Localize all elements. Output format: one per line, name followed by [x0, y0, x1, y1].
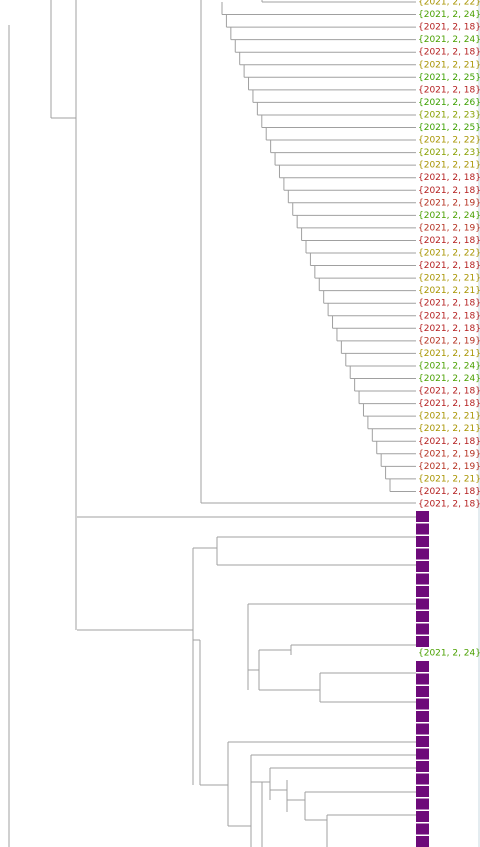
leaf-label: {2021, 2, 24}: [418, 361, 480, 371]
leaf-label: {2021, 2, 18}: [418, 261, 480, 271]
leaf-label: {2021, 2, 21}: [418, 412, 480, 422]
leaf-label: {2021, 2, 21}: [418, 161, 480, 171]
leaf-box: [416, 586, 429, 597]
leaf-label: {2021, 2, 21}: [418, 286, 480, 296]
leaf-box: [416, 748, 429, 760]
leaf-box: [416, 573, 429, 585]
leaf-box: [416, 723, 429, 735]
leaf-box: [416, 711, 429, 722]
leaf-label: {2021, 2, 22}: [418, 0, 480, 8]
leaf-box: [416, 548, 429, 560]
leaf-labels: {2021, 2, 22} {2021, 2, 24} {2021, 2, 18} {…: [418, 0, 480, 659]
leaf-label: {2021, 2, 25}: [418, 73, 480, 83]
leaf-label: {2021, 2, 18}: [418, 236, 480, 246]
leaf-label: {2021, 2, 23}: [418, 148, 480, 158]
leaf-label: {2021, 2, 18}: [418, 186, 480, 196]
leaf-label: {2021, 2, 25}: [418, 123, 480, 133]
leaf-boxes: [416, 511, 429, 847]
leaf-box: [416, 673, 429, 685]
leaf-label: {2021, 2, 18}: [418, 48, 480, 58]
leaf-label: {2021, 2, 19}: [418, 198, 480, 208]
leaf-label: {2021, 2, 21}: [418, 60, 480, 70]
leaf-box: [416, 773, 429, 785]
leaf-label: {2021, 2, 21}: [418, 274, 480, 284]
leaf-label: {2021, 2, 19}: [418, 449, 480, 459]
leaf-label: {2021, 2, 18}: [418, 85, 480, 95]
leaf-label: {2021, 2, 24}: [418, 649, 480, 659]
leaf-label: {2021, 2, 22}: [418, 136, 480, 146]
leaf-box: [416, 836, 429, 847]
leaf-label: {2021, 2, 19}: [418, 223, 480, 233]
leaf-box: [416, 686, 429, 697]
leaf-box: [416, 636, 429, 647]
leaf-label: {2021, 2, 21}: [418, 474, 480, 484]
leaf-label: {2021, 2, 18}: [418, 399, 480, 409]
leaf-label: {2021, 2, 24}: [418, 211, 480, 221]
leaf-label: {2021, 2, 18}: [418, 299, 480, 309]
leaf-label: {2021, 2, 21}: [418, 349, 480, 359]
leaf-label: {2021, 2, 18}: [418, 23, 480, 33]
leaf-label: {2021, 2, 24}: [418, 374, 480, 384]
leaf-box: [416, 811, 429, 822]
leaf-box: [416, 523, 429, 535]
leaf-label: {2021, 2, 22}: [418, 249, 480, 259]
leaf-box: [416, 786, 429, 797]
leaf-label: {2021, 2, 18}: [418, 487, 480, 497]
leaf-label: {2021, 2, 18}: [418, 324, 480, 334]
leaf-box: [416, 798, 429, 810]
leaf-box: [416, 611, 429, 622]
leaf-label: {2021, 2, 19}: [418, 336, 480, 346]
leaf-box: [416, 536, 429, 547]
leaf-box: [416, 561, 429, 572]
leaf-label: {2021, 2, 19}: [418, 462, 480, 472]
leaf-label: {2021, 2, 18}: [418, 173, 480, 183]
leaf-label: {2021, 2, 24}: [418, 10, 480, 20]
leaf-label: {2021, 2, 18}: [418, 311, 480, 321]
staircase: [221, 0, 416, 492]
leaf-box: [416, 761, 429, 772]
leaf-box: [416, 623, 429, 635]
leaf-label: {2021, 2, 18}: [418, 387, 480, 397]
leaf-box: [416, 661, 429, 672]
leaf-label: {2021, 2, 23}: [418, 110, 480, 120]
leaf-label: {2021, 2, 26}: [418, 98, 480, 108]
leaf-box: [416, 736, 429, 747]
leaf-label: {2021, 2, 18}: [418, 500, 480, 510]
leaf-label: {2021, 2, 18}: [418, 437, 480, 447]
leaf-box: [416, 698, 429, 710]
leaf-box: [416, 598, 429, 610]
leaf-label: {2021, 2, 24}: [418, 35, 480, 45]
leaf-box: [416, 511, 429, 522]
leaf-box: [416, 823, 429, 835]
tree-lines: [8, 0, 480, 847]
leaf-label: {2021, 2, 21}: [418, 424, 480, 434]
